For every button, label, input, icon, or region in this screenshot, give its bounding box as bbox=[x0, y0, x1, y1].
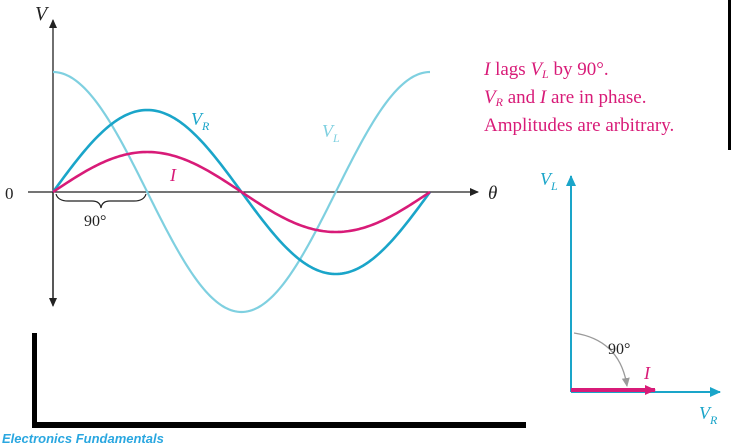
phasor-angle-arc bbox=[573, 332, 630, 387]
phasor-vr-label: VR bbox=[699, 403, 718, 427]
theta-label: θ bbox=[488, 183, 497, 204]
ninety-degree-label: 90° bbox=[84, 213, 106, 230]
phasor-angle-label: 90° bbox=[608, 341, 630, 358]
phasor-vl-label: VL bbox=[540, 169, 558, 193]
origin-label: 0 bbox=[5, 184, 14, 203]
vl-curve-label: VL bbox=[322, 121, 340, 145]
note-line-1: I lags VL by 90°. bbox=[484, 59, 609, 81]
black-bar-horizontal bbox=[32, 422, 526, 428]
footer-title: Electronics Fundamentals bbox=[2, 431, 164, 446]
v-axis-label: V bbox=[35, 3, 50, 25]
black-bar-vertical bbox=[32, 333, 37, 428]
ninety-degree-brace bbox=[55, 193, 147, 209]
i-curve bbox=[52, 150, 431, 234]
phasor-i-label: I bbox=[643, 363, 651, 383]
note-line-2: VR and I are in phase. bbox=[484, 87, 647, 109]
black-bar-right-edge bbox=[728, 0, 731, 150]
vl-curve bbox=[52, 70, 431, 314]
i-curve-label: I bbox=[169, 165, 177, 185]
annotation-text: I lags VL by 90°. VR and I are in phase.… bbox=[484, 58, 674, 138]
vr-curve-label: VR bbox=[191, 109, 210, 133]
note-line-3: Amplitudes are arbitrary. bbox=[484, 115, 675, 136]
